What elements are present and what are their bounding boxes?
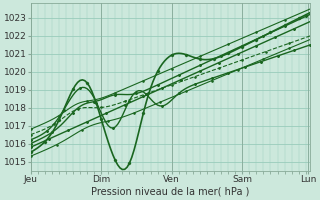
X-axis label: Pression niveau de la mer( hPa ): Pression niveau de la mer( hPa ) <box>91 187 250 197</box>
